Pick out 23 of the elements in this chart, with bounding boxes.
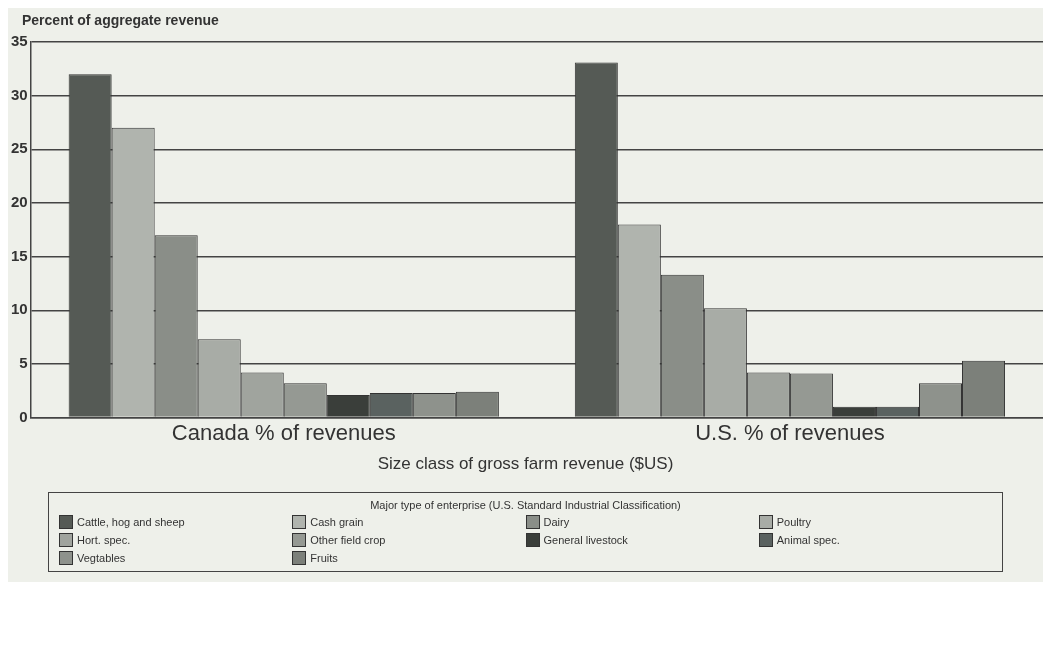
y-tick-label: 20 [11, 193, 28, 211]
y-tick-label: 5 [19, 354, 28, 372]
y-tick-label: 0 [19, 407, 28, 425]
y-axis-title: Percent of aggregate revenue [21, 11, 220, 30]
legend-label: Other field crop [310, 534, 386, 546]
legend-label: Fruits [310, 552, 338, 564]
x-tick-label: U.S. % of revenues [695, 419, 885, 445]
y-tick-label: 35 [11, 32, 28, 50]
x-tick-label: Canada % of revenues [171, 419, 396, 445]
y-tick-label: 30 [11, 85, 28, 103]
legend-label: Dairy [543, 516, 570, 528]
y-tick-label: 15 [11, 246, 28, 264]
legend-label: Hort. spec. [77, 534, 131, 546]
legend-title: Major type of enterprise (U.S. Standard Industrial Classification) [369, 499, 682, 511]
legend-label: Cash grain [310, 516, 364, 528]
legend-label: Animal spec. [776, 534, 840, 546]
legend-label: Poultry [776, 516, 811, 528]
legend-label: Cattle, hog and sheep [77, 516, 185, 528]
x-axis-title: Size class of gross farm revenue ($US) [376, 454, 675, 474]
legend-label: Vegtables [77, 552, 126, 564]
y-tick-label: 25 [11, 139, 28, 157]
y-tick-label: 10 [11, 300, 28, 318]
legend-label: General livestock [543, 534, 628, 546]
